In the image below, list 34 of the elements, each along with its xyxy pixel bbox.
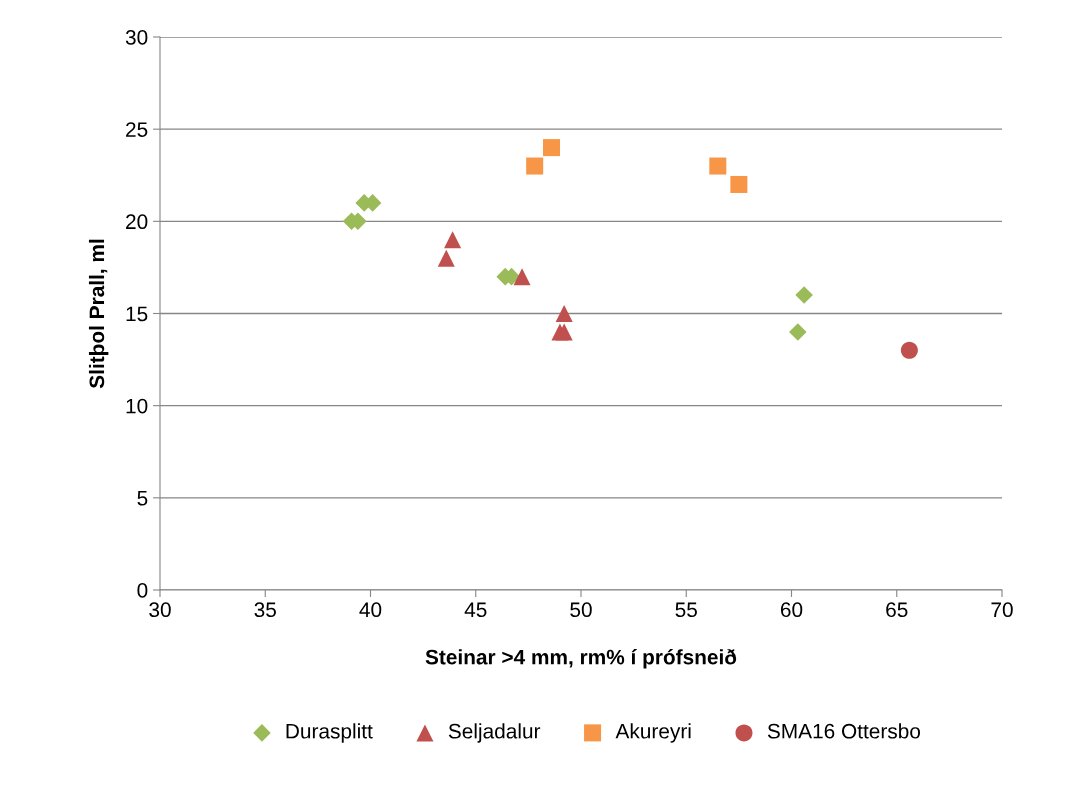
point <box>444 231 462 249</box>
point <box>789 323 807 341</box>
x-tick-label: 45 <box>464 602 487 618</box>
legend-label: Seljadalur <box>448 723 541 743</box>
point <box>709 157 727 175</box>
x-axis-title: Steinar >4 mm, rm% í prófsneið <box>425 649 737 669</box>
legend-label: Durasplitt <box>286 723 373 743</box>
y-tick-label: 0 <box>137 583 148 598</box>
x-tick-label: 50 <box>570 602 592 618</box>
x-tick-label: 30 <box>149 602 171 618</box>
point <box>555 304 573 323</box>
point <box>526 157 544 175</box>
y-tick-label: 20 <box>126 214 148 230</box>
y-tick-label: 5 <box>137 491 148 506</box>
point <box>513 268 531 286</box>
x-tick-label: 65 <box>886 602 908 618</box>
x-tick-label: 60 <box>780 602 803 618</box>
point <box>555 323 573 341</box>
y-tick-label: 25 <box>126 122 148 137</box>
x-tick-label: 35 <box>254 602 276 618</box>
point <box>900 341 918 359</box>
legend-label: SMA16 Ottersbo <box>767 723 921 739</box>
y-tick-label: 15 <box>126 306 148 322</box>
point <box>730 175 748 193</box>
point <box>437 249 455 267</box>
point <box>795 286 813 304</box>
x-tick-label: 70 <box>991 602 1013 618</box>
x-tick-label: 40 <box>359 602 382 618</box>
y-tick-label: 10 <box>126 398 148 414</box>
legend-label: Akureyri <box>615 723 691 743</box>
x-tick-label: 55 <box>675 602 697 618</box>
y-axis-title: Slitþol Prall, ml <box>88 239 109 389</box>
y-tick-label: 30 <box>125 30 148 45</box>
point <box>543 139 561 157</box>
